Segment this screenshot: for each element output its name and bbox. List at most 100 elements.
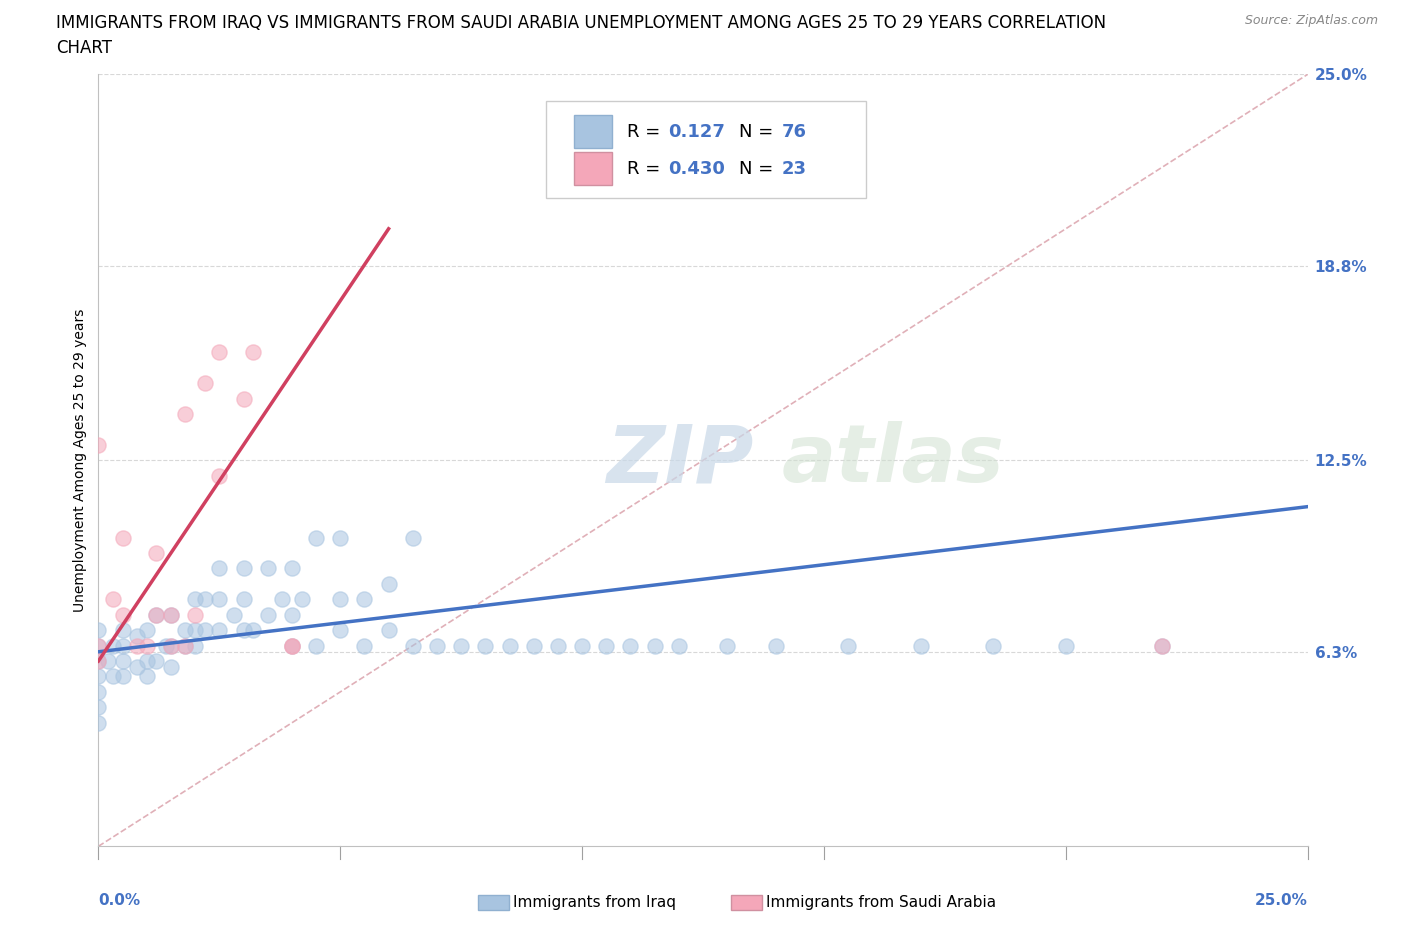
Point bbox=[571, 638, 593, 653]
Text: 0.127: 0.127 bbox=[668, 123, 725, 140]
Point bbox=[87, 623, 110, 638]
Point bbox=[242, 345, 264, 360]
Text: Source: ZipAtlas.com: Source: ZipAtlas.com bbox=[1244, 14, 1378, 27]
Point bbox=[644, 638, 666, 653]
Point bbox=[87, 638, 110, 653]
Text: 23: 23 bbox=[782, 160, 807, 178]
Point bbox=[271, 591, 294, 606]
Point bbox=[256, 607, 278, 622]
Text: Immigrants from Iraq: Immigrants from Iraq bbox=[513, 895, 676, 910]
Point bbox=[290, 591, 312, 606]
Text: 0.430: 0.430 bbox=[668, 160, 725, 178]
Point bbox=[595, 638, 617, 653]
Point bbox=[1152, 638, 1174, 653]
Y-axis label: Unemployment Among Ages 25 to 29 years: Unemployment Among Ages 25 to 29 years bbox=[73, 309, 87, 612]
Point bbox=[305, 530, 328, 545]
Text: IMMIGRANTS FROM IRAQ VS IMMIGRANTS FROM SAUDI ARABIA UNEMPLOYMENT AMONG AGES 25 : IMMIGRANTS FROM IRAQ VS IMMIGRANTS FROM … bbox=[56, 14, 1107, 32]
Point bbox=[184, 638, 207, 653]
Point bbox=[145, 607, 167, 622]
Point bbox=[160, 607, 183, 622]
Point bbox=[145, 607, 167, 622]
Point bbox=[87, 437, 110, 452]
Point bbox=[329, 623, 352, 638]
Point bbox=[160, 659, 183, 674]
Point bbox=[547, 638, 569, 653]
Point bbox=[474, 638, 496, 653]
Point bbox=[101, 638, 124, 653]
Point bbox=[184, 607, 207, 622]
Point bbox=[87, 684, 110, 699]
Point bbox=[402, 638, 425, 653]
Point bbox=[353, 638, 375, 653]
Point bbox=[194, 623, 217, 638]
Point bbox=[402, 530, 425, 545]
Point bbox=[174, 623, 197, 638]
Point bbox=[281, 638, 304, 653]
Point bbox=[281, 607, 304, 622]
Point bbox=[619, 638, 641, 653]
Point bbox=[194, 591, 217, 606]
Point bbox=[1152, 638, 1174, 653]
Point bbox=[523, 638, 546, 653]
Point bbox=[208, 623, 231, 638]
Point bbox=[87, 654, 110, 669]
Point bbox=[281, 638, 304, 653]
Text: Immigrants from Saudi Arabia: Immigrants from Saudi Arabia bbox=[766, 895, 997, 910]
Point bbox=[232, 561, 254, 576]
Point bbox=[87, 669, 110, 684]
Text: N =: N = bbox=[740, 160, 779, 178]
Point bbox=[155, 638, 177, 653]
Point bbox=[281, 638, 304, 653]
Point bbox=[194, 376, 217, 391]
Point bbox=[135, 623, 157, 638]
Point bbox=[87, 654, 110, 669]
Point bbox=[174, 638, 197, 653]
Point bbox=[111, 530, 134, 545]
Point bbox=[256, 561, 278, 576]
Point bbox=[127, 629, 149, 644]
Text: 76: 76 bbox=[782, 123, 807, 140]
Point bbox=[377, 623, 399, 638]
Text: CHART: CHART bbox=[56, 39, 112, 57]
Point bbox=[111, 638, 134, 653]
Point bbox=[837, 638, 859, 653]
Point bbox=[145, 654, 167, 669]
Point bbox=[145, 546, 167, 561]
Point bbox=[135, 638, 157, 653]
FancyBboxPatch shape bbox=[546, 101, 866, 198]
Point bbox=[111, 654, 134, 669]
Point bbox=[329, 591, 352, 606]
Point bbox=[1054, 638, 1077, 653]
FancyBboxPatch shape bbox=[574, 115, 613, 148]
Point bbox=[498, 638, 520, 653]
Point bbox=[160, 638, 183, 653]
Point bbox=[135, 654, 157, 669]
Point bbox=[208, 561, 231, 576]
Text: R =: R = bbox=[627, 160, 666, 178]
FancyBboxPatch shape bbox=[574, 153, 613, 185]
Point bbox=[184, 623, 207, 638]
Point bbox=[242, 623, 264, 638]
Text: 0.0%: 0.0% bbox=[98, 893, 141, 908]
Point bbox=[716, 638, 738, 653]
Point bbox=[111, 607, 134, 622]
Point bbox=[208, 345, 231, 360]
Point bbox=[353, 591, 375, 606]
Point bbox=[208, 469, 231, 484]
Point bbox=[127, 659, 149, 674]
Point bbox=[111, 669, 134, 684]
Text: ZIP: ZIP bbox=[606, 421, 754, 499]
Point bbox=[174, 406, 197, 421]
Point bbox=[97, 654, 120, 669]
Point bbox=[101, 669, 124, 684]
Point bbox=[305, 638, 328, 653]
Point bbox=[160, 638, 183, 653]
Text: atlas: atlas bbox=[782, 421, 1004, 499]
Point bbox=[174, 638, 197, 653]
Point bbox=[910, 638, 932, 653]
Point bbox=[222, 607, 245, 622]
Point bbox=[765, 638, 787, 653]
Point bbox=[668, 638, 690, 653]
Point bbox=[232, 623, 254, 638]
Point bbox=[87, 715, 110, 730]
